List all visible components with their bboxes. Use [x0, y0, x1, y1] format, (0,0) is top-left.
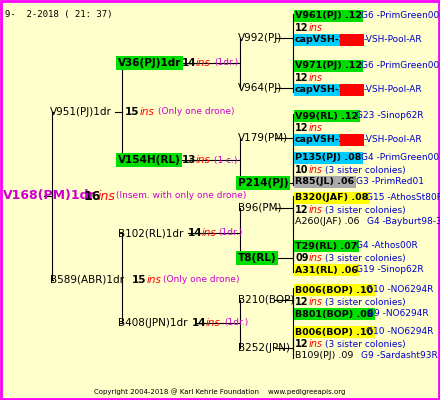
Text: 15: 15 [125, 107, 139, 117]
Text: (1dr.): (1dr.) [224, 318, 248, 328]
Text: G3 -PrimRed01: G3 -PrimRed01 [356, 178, 424, 186]
Text: V168(PM)1dr: V168(PM)1dr [3, 190, 95, 202]
Text: ins: ins [309, 165, 323, 175]
Text: T29(RL) .07: T29(RL) .07 [295, 242, 357, 250]
Text: 14: 14 [188, 228, 203, 238]
Text: V961(PJ) .12: V961(PJ) .12 [295, 12, 362, 20]
Text: -VSH-Pool-AR: -VSH-Pool-AR [364, 136, 422, 144]
Text: 10: 10 [295, 165, 308, 175]
Text: 12: 12 [295, 205, 308, 215]
Text: G10: G10 [342, 86, 363, 94]
Text: B408(JPN)1dr: B408(JPN)1dr [118, 318, 187, 328]
Text: 12: 12 [295, 339, 308, 349]
Text: V964(PJ): V964(PJ) [238, 83, 282, 93]
Text: P214(PJ): P214(PJ) [238, 178, 289, 188]
Text: B252(JPN): B252(JPN) [238, 343, 290, 353]
Text: G4 -Athos00R: G4 -Athos00R [356, 242, 417, 250]
Text: V971(PJ) .12: V971(PJ) .12 [295, 62, 362, 70]
Text: ins: ins [309, 339, 323, 349]
Text: ins: ins [309, 253, 323, 263]
Text: -VSH-Pool-AR: -VSH-Pool-AR [364, 86, 422, 94]
Text: G4 -Bayburt98-3: G4 -Bayburt98-3 [367, 218, 440, 226]
Text: B109(PJ) .09: B109(PJ) .09 [295, 352, 353, 360]
Text: B320(JAF) .08: B320(JAF) .08 [295, 194, 368, 202]
Text: V179(PM): V179(PM) [238, 133, 288, 143]
Text: A260(JAF) .06: A260(JAF) .06 [295, 218, 359, 226]
Text: (3 sister colonies): (3 sister colonies) [325, 206, 406, 214]
Text: (1 c.): (1 c.) [214, 156, 238, 164]
Text: (Only one drone): (Only one drone) [158, 108, 235, 116]
Text: (3 sister colonies): (3 sister colonies) [325, 340, 406, 348]
Text: V36(PJ)1dr: V36(PJ)1dr [118, 58, 181, 68]
Text: (1dr.): (1dr.) [218, 228, 242, 238]
Text: (Insem. with only one drone): (Insem. with only one drone) [116, 192, 246, 200]
Text: G6 -PrimGreen00: G6 -PrimGreen00 [361, 12, 439, 20]
Text: B006(BOP) .10: B006(BOP) .10 [295, 286, 373, 294]
Text: 15: 15 [132, 275, 147, 285]
Text: ins: ins [140, 107, 155, 117]
Text: G10 -NO6294R: G10 -NO6294R [367, 286, 434, 294]
Text: G23 -Sinop62R: G23 -Sinop62R [356, 112, 423, 120]
Text: ins: ins [147, 275, 162, 285]
Text: Copyright 2004-2018 @ Karl Kehrle Foundation    www.pedigreeapis.org: Copyright 2004-2018 @ Karl Kehrle Founda… [94, 388, 346, 395]
Text: A31(RL) .06: A31(RL) .06 [295, 266, 358, 274]
Text: 14: 14 [182, 58, 197, 68]
Text: 09: 09 [295, 253, 308, 263]
Text: V951(PJ)1dr: V951(PJ)1dr [50, 107, 112, 117]
Text: -VSH-Pool-AR: -VSH-Pool-AR [364, 36, 422, 44]
Text: ins: ins [309, 123, 323, 133]
Text: V154H(RL): V154H(RL) [118, 155, 181, 165]
Text: (3 sister colonies): (3 sister colonies) [325, 254, 406, 262]
Text: G10: G10 [342, 36, 363, 44]
Text: 12: 12 [295, 297, 308, 307]
Text: (Only one drone): (Only one drone) [163, 276, 239, 284]
Text: R85(JL) .06: R85(JL) .06 [295, 178, 354, 186]
Text: (3 sister colonies): (3 sister colonies) [325, 298, 406, 306]
Text: ins: ins [309, 205, 323, 215]
Text: G9 -Sardasht93R: G9 -Sardasht93R [361, 352, 438, 360]
Text: G4 -PrimGreen00: G4 -PrimGreen00 [361, 154, 439, 162]
Text: 12: 12 [295, 123, 308, 133]
Text: G10: G10 [342, 136, 363, 144]
Text: ins: ins [196, 58, 211, 68]
Text: ins: ins [196, 155, 211, 165]
Text: G9 -NO6294R: G9 -NO6294R [367, 310, 428, 318]
Text: 13: 13 [182, 155, 197, 165]
Text: capVSH-2A: capVSH-2A [295, 86, 354, 94]
Text: capVSH-2B: capVSH-2B [295, 136, 353, 144]
Text: ins: ins [309, 297, 323, 307]
Text: G10 -NO6294R: G10 -NO6294R [367, 328, 434, 336]
Text: B006(BOP) .10: B006(BOP) .10 [295, 328, 373, 336]
Text: G15 -AthosSt80R: G15 -AthosSt80R [367, 194, 440, 202]
Text: P135(PJ) .08: P135(PJ) .08 [295, 154, 361, 162]
Text: B102(RL)1dr: B102(RL)1dr [118, 228, 183, 238]
Text: capVSH-2A: capVSH-2A [295, 36, 354, 44]
Text: 9-  2-2018 ( 21: 37): 9- 2-2018 ( 21: 37) [5, 10, 113, 19]
Text: G6 -PrimGreen00: G6 -PrimGreen00 [361, 62, 439, 70]
Text: 14: 14 [192, 318, 207, 328]
Text: ins: ins [202, 228, 217, 238]
Text: 12: 12 [295, 23, 308, 33]
Text: 12: 12 [295, 73, 308, 83]
Text: V992(PJ): V992(PJ) [238, 33, 282, 43]
Text: ins: ins [98, 190, 116, 202]
Text: B801(BOP) .08: B801(BOP) .08 [295, 310, 374, 318]
Text: (1dr.): (1dr.) [214, 58, 238, 68]
Text: ins: ins [309, 73, 323, 83]
Text: ins: ins [206, 318, 221, 328]
Text: G19 -Sinop62R: G19 -Sinop62R [356, 266, 424, 274]
Text: ins: ins [309, 23, 323, 33]
Text: B96(PM): B96(PM) [238, 203, 282, 213]
Text: V99(RL) .12: V99(RL) .12 [295, 112, 358, 120]
Text: 16: 16 [84, 190, 101, 202]
Text: B210(BOP): B210(BOP) [238, 295, 294, 305]
Text: T8(RL): T8(RL) [238, 253, 277, 263]
Text: B589(ABR)1dr: B589(ABR)1dr [50, 275, 124, 285]
Text: (3 sister colonies): (3 sister colonies) [325, 166, 406, 174]
